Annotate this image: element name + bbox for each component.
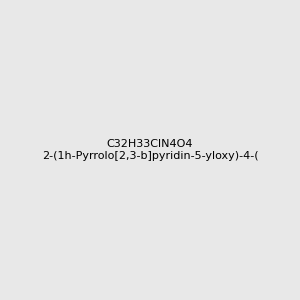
Text: C32H33ClN4O4
2-(1h-Pyrrolo[2,3-b]pyridin-5-yloxy)-4-(: C32H33ClN4O4 2-(1h-Pyrrolo[2,3-b]pyridin… xyxy=(42,139,258,161)
